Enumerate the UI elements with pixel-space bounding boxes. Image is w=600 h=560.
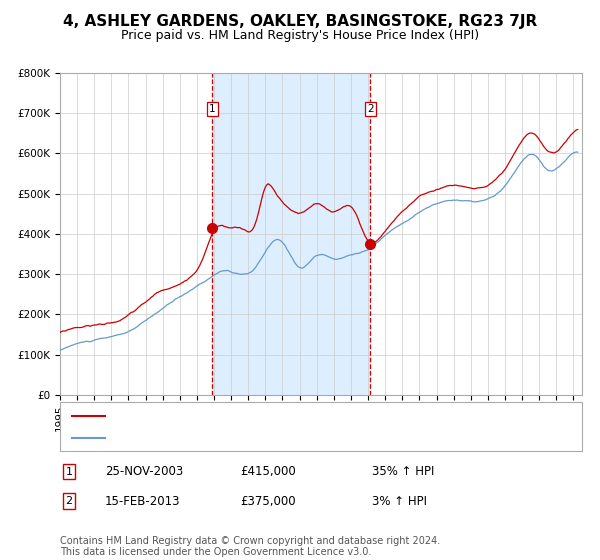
Text: 25-NOV-2003: 25-NOV-2003 [105, 465, 183, 478]
Text: £415,000: £415,000 [240, 465, 296, 478]
Bar [212, 73, 370, 395]
Text: 4, ASHLEY GARDENS, OAKLEY, BASINGSTOKE, RG23 7JR (detached house): 4, ASHLEY GARDENS, OAKLEY, BASINGSTOKE, … [114, 411, 527, 421]
Text: 2: 2 [367, 104, 373, 114]
Text: 15-FEB-2013: 15-FEB-2013 [105, 494, 181, 508]
Text: 4, ASHLEY GARDENS, OAKLEY, BASINGSTOKE, RG23 7JR: 4, ASHLEY GARDENS, OAKLEY, BASINGSTOKE, … [63, 14, 537, 29]
Text: 35% ↑ HPI: 35% ↑ HPI [372, 465, 434, 478]
Text: 1: 1 [209, 104, 215, 114]
Text: Contains HM Land Registry data © Crown copyright and database right 2024.
This d: Contains HM Land Registry data © Crown c… [60, 535, 440, 557]
Text: HPI: Average price, detached house, Basingstoke and Deane: HPI: Average price, detached house, Basi… [114, 433, 452, 444]
Text: 2: 2 [65, 496, 73, 506]
Text: 3% ↑ HPI: 3% ↑ HPI [372, 494, 427, 508]
Text: £375,000: £375,000 [240, 494, 296, 508]
Text: Price paid vs. HM Land Registry's House Price Index (HPI): Price paid vs. HM Land Registry's House … [121, 29, 479, 42]
Text: 1: 1 [65, 466, 73, 477]
